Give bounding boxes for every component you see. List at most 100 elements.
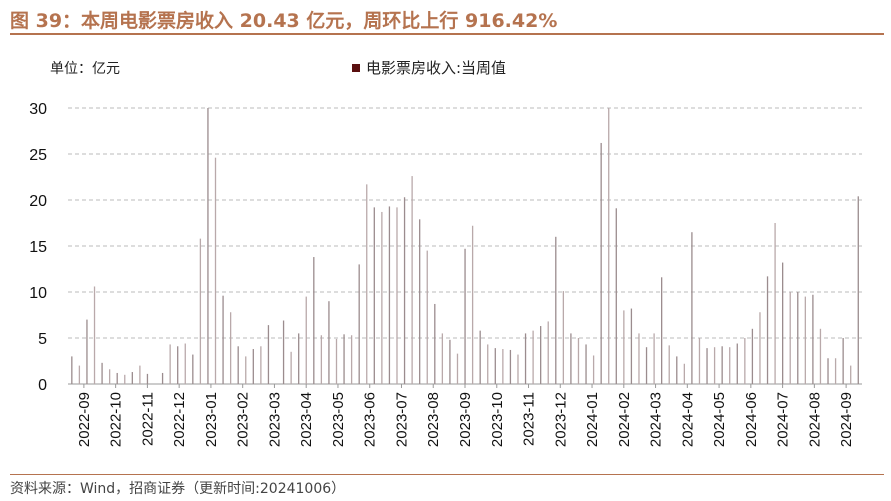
bar [290,351,292,384]
bar [676,356,678,384]
bar [169,344,171,384]
bar [547,321,549,384]
x-tick-label: 2022-10 [108,392,125,447]
bar [411,176,413,384]
y-tick-label: 10 [29,285,47,302]
unit-label: 单位：亿元 [50,61,120,77]
bar [101,362,103,384]
bar [698,338,701,384]
bar [532,330,534,384]
x-tick-label: 2024-03 [648,392,665,447]
bar [335,338,338,384]
y-tick-label: 0 [38,377,47,394]
x-tick-label: 2023-04 [298,392,315,447]
bar [139,365,141,384]
bar [789,292,791,384]
bar [267,325,270,384]
y-tick-label: 5 [38,331,47,348]
x-tick-label: 2024-08 [806,392,823,447]
bar [116,372,118,384]
y-tick-label: 20 [29,193,47,210]
bar [471,225,474,384]
bar [661,277,663,384]
y-tick-label: 25 [29,147,47,164]
x-tick-label: 2023-06 [362,392,379,447]
bar [517,354,519,384]
bar [146,373,149,384]
y-tick-label: 30 [29,101,47,118]
x-tick-label: 2023-02 [235,392,252,447]
bar [358,264,360,384]
bar [328,301,330,384]
bar [502,349,504,384]
bar [577,338,580,384]
bar [804,296,806,384]
bar [434,303,436,384]
bar [721,346,723,384]
bar [108,369,111,384]
bar [819,328,822,384]
legend-swatch [352,63,360,72]
bar [207,108,209,384]
bar [487,344,489,384]
bar [449,339,451,384]
bar [630,308,633,384]
x-tick-label: 2023-09 [457,392,474,447]
bar [464,248,466,384]
bar [751,328,754,384]
x-tick-label: 2023-01 [203,392,220,447]
bar [608,108,610,384]
bar [600,142,602,384]
bar [774,223,776,384]
bar [381,211,383,384]
bar [494,348,496,384]
legend: 电影票房收入:当周值 [352,57,506,78]
bar [524,333,527,384]
bar [245,356,247,384]
x-tick-label: 2024-06 [743,392,760,447]
bar [71,356,73,384]
x-tick-label: 2022-09 [76,392,93,447]
bar [260,346,262,384]
bar [850,365,852,384]
bar [766,276,769,384]
figure-title: 图 39：本周电影票房收入 20.43 亿元，周环比上行 916.42% [10,10,558,32]
bar [759,312,761,384]
x-tick-label: 2024-01 [584,392,601,447]
bar [305,296,307,384]
bar [857,196,859,384]
bar [827,358,829,384]
bar [456,353,459,384]
bar [252,349,254,384]
bar [124,374,126,384]
bar [562,291,565,384]
bar [403,197,406,384]
bar [396,207,398,384]
x-tick-label: 2024-05 [711,392,728,447]
x-tick-label: 2024-02 [616,392,633,447]
bar [177,346,179,384]
x-tick-label: 2022-11 [139,392,156,446]
legend-label: 电影票房收入:当周值 [366,59,507,77]
bar [653,333,655,384]
y-tick-label: 15 [29,239,47,256]
bar [834,358,837,384]
bar [668,345,670,384]
bar [555,236,557,384]
bar [812,294,814,384]
bar [237,346,239,384]
bar [192,354,194,384]
x-tick-label: 2022-12 [171,392,188,447]
x-tick-label: 2023-03 [266,392,283,447]
bar [782,262,784,384]
bar [797,292,799,384]
x-tick-label: 2023-12 [552,392,569,447]
bar [320,335,323,384]
bar [713,347,716,384]
bar [615,208,617,384]
bar [509,349,512,384]
x-tick-label: 2023-05 [330,392,347,447]
bar [366,184,368,384]
bar [479,330,481,384]
